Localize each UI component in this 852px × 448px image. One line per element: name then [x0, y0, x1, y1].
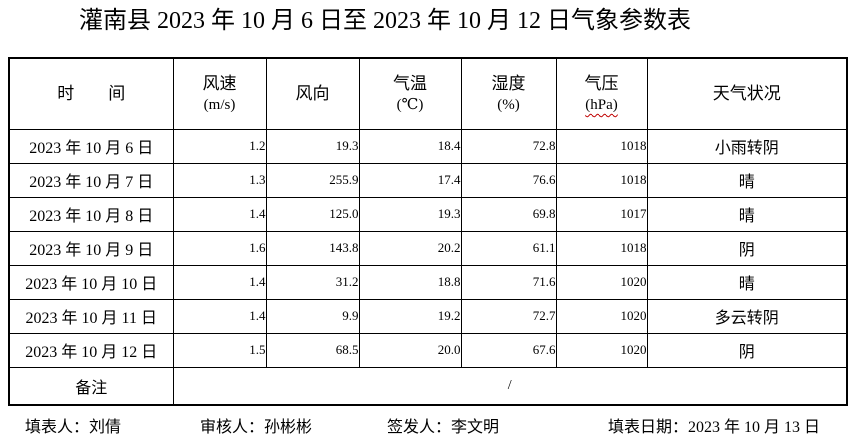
wind-direction-cell: 255.9 — [265, 162, 360, 198]
remark-row: 备注 / — [8, 366, 848, 406]
wind-direction-cell: 31.2 — [265, 264, 360, 300]
humidity-cell: 72.7 — [460, 298, 557, 334]
col-header-weather: 天气状况 — [646, 57, 848, 130]
pressure-cell: 1017 — [555, 196, 648, 232]
col-header-humidity: 湿度 (%) — [460, 57, 557, 130]
col-header-temperature: 气温 (℃) — [358, 57, 462, 130]
table-row: 2023 年 10 月 6 日 1.2 19.3 18.4 72.8 1018 … — [8, 128, 848, 164]
col-header-wind-speed-label: 风速 — [202, 73, 237, 93]
weather-cell: 多云转阴 — [646, 298, 848, 334]
humidity-cell: 61.1 — [460, 230, 557, 266]
pressure-cell: 1020 — [555, 332, 648, 368]
col-header-time-label: 时 间 — [57, 83, 126, 103]
temperature-cell: 19.3 — [358, 196, 462, 232]
signature-footer: 填表人：刘倩 审核人：孙彬彬 签发人：李文明 填表日期：2023 年 10 月 … — [0, 413, 852, 439]
humidity-cell: 71.6 — [460, 264, 557, 300]
wind-direction-cell: 143.8 — [265, 230, 360, 266]
pressure-cell: 1020 — [555, 298, 648, 334]
page-title: 灌南县 2023 年 10 月 6 日至 2023 年 10 月 12 日气象参… — [79, 8, 691, 34]
footer-issuer: 签发人：李文明 — [387, 419, 500, 436]
temperature-cell: 18.4 — [358, 128, 462, 164]
table-row: 2023 年 10 月 11 日 1.4 9.9 19.2 72.7 1020 … — [8, 298, 848, 334]
date-cell: 2023 年 10 月 9 日 — [8, 230, 174, 266]
humidity-cell: 67.6 — [460, 332, 557, 368]
col-header-pressure: 气压 (hPa) — [555, 57, 648, 130]
col-header-pressure-unit: (hPa) — [585, 96, 618, 113]
date-cell: 2023 年 10 月 6 日 — [8, 128, 174, 164]
pressure-cell: 1018 — [555, 128, 648, 164]
col-header-time: 时 间 — [8, 57, 174, 130]
temperature-cell: 19.2 — [358, 298, 462, 334]
date-cell: 2023 年 10 月 7 日 — [8, 162, 174, 198]
wind-direction-cell: 19.3 — [265, 128, 360, 164]
wind-speed-cell: 1.3 — [172, 162, 267, 198]
table-row: 2023 年 10 月 8 日 1.4 125.0 19.3 69.8 1017… — [8, 196, 848, 232]
remark-value: / — [172, 366, 848, 406]
col-header-humidity-label: 湿度 — [491, 73, 526, 93]
humidity-cell: 72.8 — [460, 128, 557, 164]
table-row: 2023 年 10 月 12 日 1.5 68.5 20.0 67.6 1020… — [8, 332, 848, 368]
wind-speed-cell: 1.4 — [172, 196, 267, 232]
footer-preparer: 填表人：刘倩 — [25, 419, 122, 436]
col-header-wind-speed-unit: (m/s) — [203, 96, 236, 113]
table-row: 2023 年 10 月 7 日 1.3 255.9 17.4 76.6 1018… — [8, 162, 848, 198]
table-row: 2023 年 10 月 10 日 1.4 31.2 18.8 71.6 1020… — [8, 264, 848, 300]
wind-speed-cell: 1.6 — [172, 230, 267, 266]
remark-label: 备注 — [8, 366, 174, 406]
wind-direction-cell: 9.9 — [265, 298, 360, 334]
wind-direction-cell: 68.5 — [265, 332, 360, 368]
temperature-cell: 17.4 — [358, 162, 462, 198]
col-header-temperature-unit: (℃) — [396, 96, 424, 113]
wind-direction-cell: 125.0 — [265, 196, 360, 232]
date-cell: 2023 年 10 月 11 日 — [8, 298, 174, 334]
col-header-wind-direction: 风向 — [265, 57, 360, 130]
pressure-cell: 1018 — [555, 230, 648, 266]
wind-speed-cell: 1.4 — [172, 264, 267, 300]
wind-speed-cell: 1.5 — [172, 332, 267, 368]
col-header-wind-direction-label: 风向 — [295, 83, 330, 103]
footer-fill-date: 填表日期：2023 年 10 月 13 日 — [608, 419, 821, 436]
pressure-cell: 1018 — [555, 162, 648, 198]
footer-reviewer: 审核人：孙彬彬 — [200, 419, 313, 436]
weather-cell: 晴 — [646, 264, 848, 300]
date-cell: 2023 年 10 月 10 日 — [8, 264, 174, 300]
humidity-cell: 69.8 — [460, 196, 557, 232]
col-header-wind-speed: 风速 (m/s) — [172, 57, 267, 130]
pressure-cell: 1020 — [555, 264, 648, 300]
temperature-cell: 20.0 — [358, 332, 462, 368]
header-row: 时 间 风速 (m/s) 风向 气温 (℃) 湿度 (%) 气压 (hPa) 天气状况 — [8, 57, 848, 130]
weather-cell: 阴 — [646, 332, 848, 368]
date-cell: 2023 年 10 月 12 日 — [8, 332, 174, 368]
date-cell: 2023 年 10 月 8 日 — [8, 196, 174, 232]
weather-cell: 晴 — [646, 196, 848, 232]
wind-speed-cell: 1.2 — [172, 128, 267, 164]
col-header-humidity-unit: (%) — [497, 96, 520, 113]
weather-cell: 小雨转阴 — [646, 128, 848, 164]
col-header-temperature-label: 气温 — [393, 73, 427, 93]
temperature-cell: 18.8 — [358, 264, 462, 300]
col-header-pressure-label: 气压 — [584, 73, 619, 93]
wind-speed-cell: 1.4 — [172, 298, 267, 334]
col-header-weather-label: 天气状况 — [712, 83, 781, 103]
weather-cell: 晴 — [646, 162, 848, 198]
weather-table: 时 间 风速 (m/s) 风向 气温 (℃) 湿度 (%) 气压 (hPa) 天气状况 … — [8, 57, 848, 406]
table-row: 2023 年 10 月 9 日 1.6 143.8 20.2 61.1 1018… — [8, 230, 848, 266]
humidity-cell: 76.6 — [460, 162, 557, 198]
weather-cell: 阴 — [646, 230, 848, 266]
temperature-cell: 20.2 — [358, 230, 462, 266]
